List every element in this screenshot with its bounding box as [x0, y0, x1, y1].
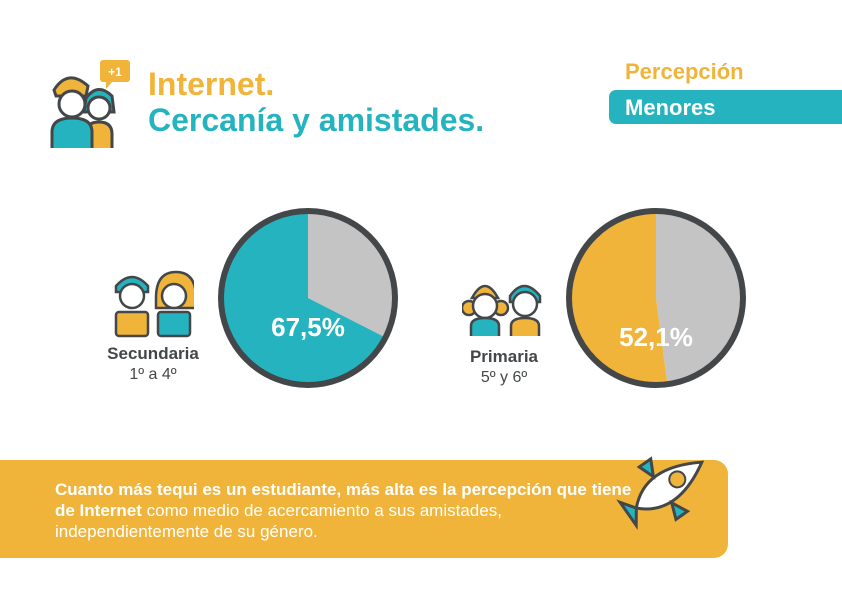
main-slice-1: [568, 211, 668, 385]
child-students-icon: [462, 284, 542, 336]
conclusion-text: Cuanto más tequi es un estudiante, más a…: [55, 479, 655, 542]
title-line-2: Cercanía y amistades.: [148, 102, 485, 138]
pie-outline-0: [218, 208, 398, 388]
primaria-grades: 5º y 6º: [480, 369, 528, 386]
primaria-value-label: 52,1%: [619, 322, 693, 352]
title-line-1: Internet.: [148, 66, 275, 102]
minors-tag: Menores: [609, 90, 842, 124]
conclusion-bold: Cuanto más tequi es un estudiante, más a…: [55, 480, 632, 520]
teen-students-icon: [114, 270, 194, 338]
rocket-icon: [616, 456, 705, 530]
secundaria-pie-chart: 67,5%: [218, 208, 398, 388]
main-slice-0: [220, 211, 386, 385]
conclusion-regular: como medio de acercamiento a sus amistad…: [55, 501, 502, 541]
perception-label: Percepción: [625, 59, 744, 84]
plus-one-badge: +1: [108, 65, 122, 79]
primaria-label: Primaria: [469, 347, 539, 366]
primaria-pie-chart: 52,1%: [566, 208, 746, 388]
friends-icon: +1: [50, 60, 130, 148]
minors-tag-label: Menores: [625, 95, 716, 120]
secundaria-grades: 1º a 4º: [129, 366, 177, 383]
secundaria-value-label: 67,5%: [271, 312, 345, 342]
conclusion-banner: Cuanto más tequi es un estudiante, más a…: [0, 460, 728, 558]
rest-slice-1: [656, 211, 743, 385]
pie-outline-1: [566, 208, 746, 388]
secundaria-label: Secundaria: [107, 344, 199, 363]
